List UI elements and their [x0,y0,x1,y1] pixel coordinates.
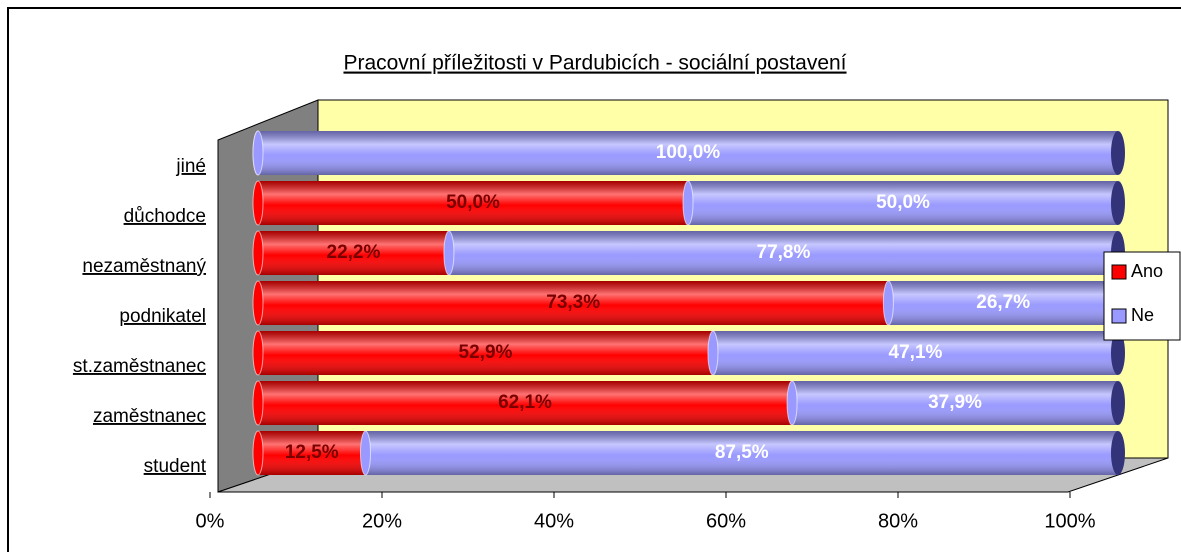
legend-swatch [1111,264,1127,280]
bar-cap [252,280,264,326]
bar-shine [258,381,793,425]
category-label: student [144,456,207,477]
value-label: 62,1% [498,392,552,413]
category-label: nezaměstnaný [82,256,206,277]
value-label: 12,5% [285,442,339,463]
bar-cap [360,430,371,476]
value-label: 26,7% [976,292,1030,313]
bar-shine [688,181,1118,225]
bar-shine [258,281,889,325]
chart-title: Pracovní příležitosti v Pardubicích - so… [343,52,846,75]
value-label: 50,0% [446,192,500,213]
bar-end [1111,181,1125,225]
x-tick-label: 100% [1044,510,1095,532]
x-tick-label: 80% [878,510,918,532]
bar-shine [258,231,449,275]
value-label: 47,1% [889,342,943,363]
bar-cap [252,230,264,276]
value-label: 52,9% [459,342,513,363]
bar-shine [365,431,1118,475]
bar-cap [882,280,894,326]
bar-cap [786,380,798,426]
bar-cap [252,180,264,226]
category-label: zaměstnanec [93,406,206,427]
x-tick-label: 20% [362,510,402,532]
bar-cap [252,130,264,176]
bar-cap [252,330,264,376]
bar-shine [888,281,1118,325]
value-label: 77,8% [757,242,811,263]
legend-label: Ne [1131,305,1154,325]
bar-end [1111,131,1125,175]
value-label: 22,2% [327,242,381,263]
category-label: jiné [175,156,206,177]
bar-cap [252,380,264,426]
bar-cap [707,330,719,376]
bar-end [1111,381,1125,425]
bar-cap [252,430,264,476]
bar-shine [712,331,1118,375]
value-label: 73,3% [546,292,600,313]
bar-shine [792,381,1118,425]
value-label: 50,0% [876,192,930,213]
category-label: podnikatel [119,306,206,327]
x-tick-label: 60% [706,510,746,532]
bar-shine [448,231,1118,275]
bar-shine [258,431,366,475]
bar-shine [258,181,688,225]
bar-end [1111,431,1125,475]
x-tick-label: 40% [534,510,574,532]
value-label: 37,9% [928,392,982,413]
bar-end [1111,331,1125,375]
value-label: 87,5% [715,442,769,463]
bar-shine [258,331,713,375]
legend-swatch [1111,308,1127,324]
bar-cap [443,230,455,276]
category-label: st.zaměstnanec [73,356,206,377]
bar-shine [258,131,1118,175]
legend-label: Ano [1131,261,1163,281]
bar-cap [682,180,694,226]
value-label: 100,0% [656,142,721,163]
category-label: důchodce [124,206,206,227]
x-tick-label: 0% [196,510,225,532]
